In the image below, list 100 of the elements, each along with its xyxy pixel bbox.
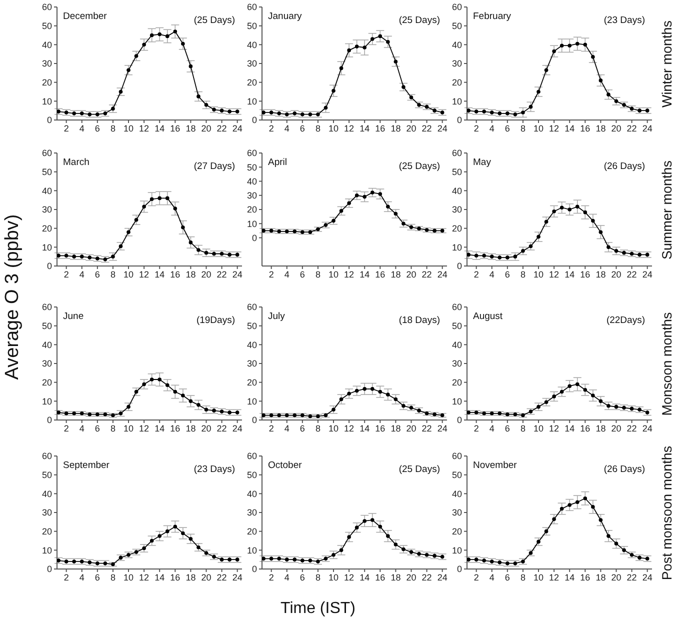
y-tick-label: 50 bbox=[42, 21, 52, 32]
chart-title: August bbox=[473, 311, 503, 322]
y-tick-label: 60 bbox=[246, 148, 257, 158]
y-tick-label: 60 bbox=[42, 148, 52, 158]
x-tick-label: 24 bbox=[437, 423, 448, 434]
y-tick-label: 50 bbox=[452, 470, 462, 480]
x-tick-label: 22 bbox=[626, 269, 637, 280]
y-tick-label: 10 bbox=[452, 242, 462, 252]
x-tick-label: 18 bbox=[390, 572, 401, 582]
x-tick-label: 18 bbox=[390, 123, 401, 134]
text: (18 Days) bbox=[398, 315, 440, 326]
y-tick-label: 30 bbox=[452, 58, 462, 69]
y-tick-label: 50 bbox=[246, 21, 257, 32]
x-tick-label: 4 bbox=[489, 123, 494, 134]
y-tick-label: 10 bbox=[246, 545, 257, 556]
x-tick-label: 12 bbox=[139, 269, 150, 280]
y-tick-label: 20 bbox=[246, 78, 257, 88]
x-tick-label: 4 bbox=[284, 269, 290, 280]
x-tick-label: 14 bbox=[154, 423, 165, 434]
y-tick-label: 10 bbox=[42, 545, 52, 556]
x-tick-label: 6 bbox=[94, 572, 100, 582]
y-tick-label: 50 bbox=[452, 21, 462, 32]
x-tick-label: 2 bbox=[474, 423, 479, 434]
x-tick-label: 14 bbox=[564, 123, 575, 134]
x-tick-label: 16 bbox=[170, 269, 180, 280]
x-tick-label: 18 bbox=[186, 572, 196, 582]
chart-title: October bbox=[268, 460, 302, 471]
text: (25 Days) bbox=[398, 15, 440, 26]
x-tick-label: 2 bbox=[474, 572, 479, 582]
y-tick-label: 0 bbox=[456, 564, 462, 574]
chart-title: November bbox=[473, 460, 517, 471]
x-tick-label: 14 bbox=[564, 572, 575, 582]
x-tick-label: 12 bbox=[549, 423, 560, 434]
y-tick-label: 60 bbox=[246, 2, 257, 12]
y-tick-label: 50 bbox=[42, 321, 52, 332]
y-tick-label: 60 bbox=[42, 302, 52, 312]
x-tick-label: 16 bbox=[170, 423, 180, 434]
x-tick-label: 24 bbox=[232, 123, 242, 134]
text: (25 Days) bbox=[398, 464, 440, 475]
text: (23 Days) bbox=[194, 464, 235, 475]
y-tick-label: 40 bbox=[452, 186, 462, 196]
text: (26 Days) bbox=[604, 161, 645, 172]
y-tick-label: 60 bbox=[452, 302, 462, 312]
y-tick-label: 40 bbox=[246, 176, 257, 186]
y-tick-label: 20 bbox=[246, 204, 257, 215]
y-tick-label: 0 bbox=[252, 564, 257, 574]
x-tick-label: 20 bbox=[611, 423, 622, 434]
chart-title: January bbox=[268, 11, 302, 22]
x-tick-label: 14 bbox=[360, 269, 370, 280]
y-tick-label: 0 bbox=[456, 415, 462, 426]
x-tick-label: 4 bbox=[284, 572, 290, 582]
x-tick-label: 16 bbox=[375, 572, 386, 582]
y-tick-label: 20 bbox=[452, 526, 462, 537]
x-tick-label: 4 bbox=[79, 423, 84, 434]
y-tick-label: 60 bbox=[42, 451, 52, 462]
y-tick-label: 20 bbox=[42, 526, 52, 537]
x-tick-label: 10 bbox=[124, 423, 134, 434]
x-tick-label: 18 bbox=[596, 269, 606, 280]
x-tick-label: 22 bbox=[216, 572, 227, 582]
y-tick-label: 60 bbox=[452, 451, 462, 462]
x-tick-label: 8 bbox=[110, 423, 116, 434]
x-tick-label: 10 bbox=[534, 123, 544, 134]
x-tick-label: 14 bbox=[360, 572, 370, 582]
x-tick-label: 12 bbox=[344, 269, 354, 280]
x-tick-label: 12 bbox=[139, 423, 150, 434]
x-tick-label: 2 bbox=[268, 123, 274, 134]
text: Summer months bbox=[660, 160, 674, 260]
x-tick-label: 22 bbox=[626, 423, 637, 434]
x-tick-label: 10 bbox=[328, 123, 339, 134]
y-tick-label: 10 bbox=[42, 242, 52, 252]
x-tick-label: 4 bbox=[284, 123, 290, 134]
y-tick-label: 40 bbox=[452, 340, 462, 350]
x-tick-label: 8 bbox=[520, 123, 526, 134]
y-tick-label: 50 bbox=[42, 167, 52, 178]
x-tick-label: 22 bbox=[216, 123, 227, 134]
y-tick-label: 0 bbox=[46, 115, 52, 126]
x-tick-label: 4 bbox=[79, 572, 84, 582]
x-tick-label: 10 bbox=[124, 572, 134, 582]
text: (25 Days) bbox=[398, 161, 440, 172]
x-tick-label: 22 bbox=[422, 423, 432, 434]
x-tick-label: 6 bbox=[504, 572, 510, 582]
chart-title: March bbox=[63, 157, 90, 168]
x-tick-label: 2 bbox=[474, 269, 479, 280]
text: (25 Days) bbox=[194, 15, 235, 26]
x-tick-label: 10 bbox=[328, 572, 339, 582]
x-tick-label: 8 bbox=[110, 572, 116, 582]
x-tick-label: 8 bbox=[315, 423, 320, 434]
y-tick-label: 0 bbox=[46, 415, 52, 426]
x-tick-label: 8 bbox=[110, 123, 116, 134]
chart-title: June bbox=[63, 311, 84, 322]
y-tick-label: 30 bbox=[42, 508, 52, 518]
y-tick-label: 10 bbox=[452, 396, 462, 406]
y-tick-label: 20 bbox=[452, 378, 462, 388]
x-tick-label: 22 bbox=[422, 123, 432, 134]
x-tick-label: 24 bbox=[642, 269, 652, 280]
x-tick-label: 18 bbox=[390, 423, 401, 434]
x-tick-label: 18 bbox=[390, 269, 401, 280]
x-tick-label: 6 bbox=[504, 423, 510, 434]
x-tick-label: 16 bbox=[170, 572, 180, 582]
x-tick-label: 16 bbox=[375, 269, 386, 280]
